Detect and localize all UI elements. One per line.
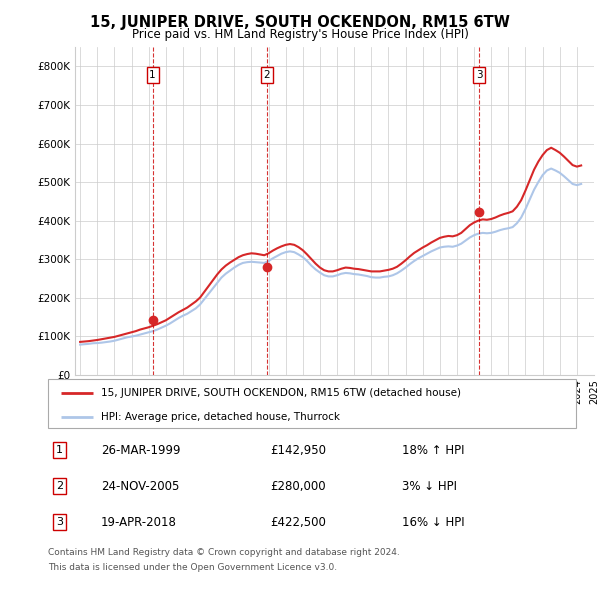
Text: 3: 3	[476, 70, 482, 80]
Text: Price paid vs. HM Land Registry's House Price Index (HPI): Price paid vs. HM Land Registry's House …	[131, 28, 469, 41]
Text: 1: 1	[56, 445, 63, 455]
Text: 15, JUNIPER DRIVE, SOUTH OCKENDON, RM15 6TW (detached house): 15, JUNIPER DRIVE, SOUTH OCKENDON, RM15 …	[101, 388, 461, 398]
Text: £142,950: £142,950	[270, 444, 326, 457]
Text: HPI: Average price, detached house, Thurrock: HPI: Average price, detached house, Thur…	[101, 412, 340, 422]
Text: 19-APR-2018: 19-APR-2018	[101, 516, 176, 529]
Text: Contains HM Land Registry data © Crown copyright and database right 2024.: Contains HM Land Registry data © Crown c…	[48, 548, 400, 556]
Text: 3: 3	[56, 517, 63, 527]
Text: 2: 2	[263, 70, 270, 80]
Text: 24-NOV-2005: 24-NOV-2005	[101, 480, 179, 493]
Text: £422,500: £422,500	[270, 516, 326, 529]
Text: This data is licensed under the Open Government Licence v3.0.: This data is licensed under the Open Gov…	[48, 563, 337, 572]
Text: 16% ↓ HPI: 16% ↓ HPI	[402, 516, 464, 529]
Text: 18% ↑ HPI: 18% ↑ HPI	[402, 444, 464, 457]
Text: 2: 2	[56, 481, 63, 491]
Text: 15, JUNIPER DRIVE, SOUTH OCKENDON, RM15 6TW: 15, JUNIPER DRIVE, SOUTH OCKENDON, RM15 …	[90, 15, 510, 30]
Text: 3% ↓ HPI: 3% ↓ HPI	[402, 480, 457, 493]
Text: 26-MAR-1999: 26-MAR-1999	[101, 444, 181, 457]
Text: £280,000: £280,000	[270, 480, 325, 493]
Text: 1: 1	[149, 70, 156, 80]
